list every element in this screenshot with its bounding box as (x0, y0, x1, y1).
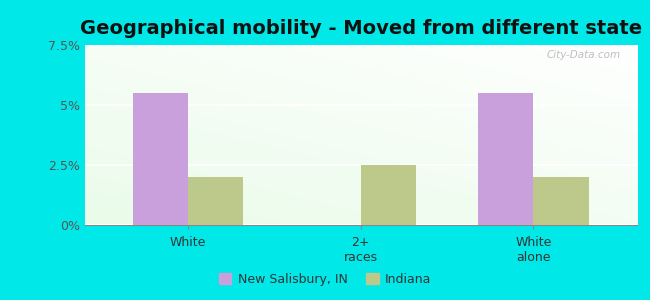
Legend: New Salisbury, IN, Indiana: New Salisbury, IN, Indiana (214, 268, 436, 291)
Bar (188, 177, 243, 225)
Title: Geographical mobility - Moved from different state: Geographical mobility - Moved from diffe… (80, 19, 642, 38)
Text: City-Data.com: City-Data.com (546, 50, 620, 60)
Bar (133, 93, 188, 225)
Bar (478, 93, 534, 225)
Bar (534, 177, 589, 225)
Bar (361, 165, 416, 225)
